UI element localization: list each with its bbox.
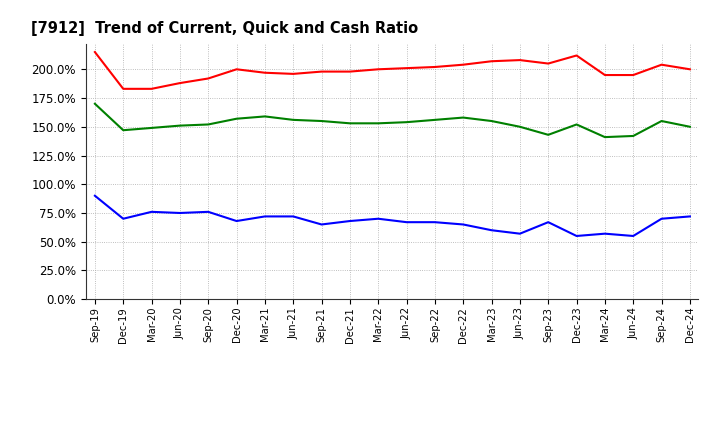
Cash Ratio: [176, 210, 184, 216]
Cash Ratio: [487, 227, 496, 233]
Text: [7912]  Trend of Current, Quick and Cash Ratio: [7912] Trend of Current, Quick and Cash …: [31, 21, 418, 36]
Current Ratio: [657, 62, 666, 67]
Quick Ratio: [261, 114, 269, 119]
Line: Current Ratio: Current Ratio: [95, 52, 690, 89]
Quick Ratio: [516, 124, 524, 129]
Line: Quick Ratio: Quick Ratio: [95, 104, 690, 137]
Current Ratio: [91, 49, 99, 55]
Cash Ratio: [233, 218, 241, 224]
Quick Ratio: [176, 123, 184, 128]
Current Ratio: [318, 69, 326, 74]
Quick Ratio: [487, 118, 496, 124]
Current Ratio: [204, 76, 212, 81]
Quick Ratio: [204, 122, 212, 127]
Quick Ratio: [148, 125, 156, 131]
Legend: Current Ratio, Quick Ratio, Cash Ratio: Current Ratio, Quick Ratio, Cash Ratio: [205, 438, 580, 440]
Cash Ratio: [685, 214, 694, 219]
Cash Ratio: [431, 220, 439, 225]
Current Ratio: [516, 58, 524, 63]
Current Ratio: [685, 66, 694, 72]
Current Ratio: [148, 86, 156, 92]
Quick Ratio: [572, 122, 581, 127]
Cash Ratio: [516, 231, 524, 236]
Cash Ratio: [91, 193, 99, 198]
Quick Ratio: [91, 101, 99, 106]
Cash Ratio: [572, 233, 581, 238]
Current Ratio: [572, 53, 581, 58]
Cash Ratio: [119, 216, 127, 221]
Quick Ratio: [629, 133, 637, 139]
Current Ratio: [459, 62, 467, 67]
Cash Ratio: [402, 220, 411, 225]
Cash Ratio: [374, 216, 382, 221]
Current Ratio: [600, 73, 609, 78]
Cash Ratio: [289, 214, 297, 219]
Cash Ratio: [600, 231, 609, 236]
Cash Ratio: [204, 209, 212, 214]
Current Ratio: [289, 71, 297, 77]
Current Ratio: [544, 61, 552, 66]
Current Ratio: [402, 66, 411, 71]
Quick Ratio: [346, 121, 354, 126]
Cash Ratio: [346, 218, 354, 224]
Quick Ratio: [318, 118, 326, 124]
Quick Ratio: [402, 120, 411, 125]
Quick Ratio: [431, 117, 439, 122]
Current Ratio: [261, 70, 269, 75]
Cash Ratio: [544, 220, 552, 225]
Quick Ratio: [119, 128, 127, 133]
Cash Ratio: [148, 209, 156, 214]
Current Ratio: [346, 69, 354, 74]
Quick Ratio: [374, 121, 382, 126]
Cash Ratio: [459, 222, 467, 227]
Current Ratio: [629, 73, 637, 78]
Current Ratio: [176, 81, 184, 86]
Current Ratio: [374, 66, 382, 72]
Quick Ratio: [233, 116, 241, 121]
Current Ratio: [233, 66, 241, 72]
Current Ratio: [119, 86, 127, 92]
Quick Ratio: [685, 124, 694, 129]
Quick Ratio: [459, 115, 467, 120]
Cash Ratio: [657, 216, 666, 221]
Current Ratio: [431, 64, 439, 70]
Cash Ratio: [318, 222, 326, 227]
Line: Cash Ratio: Cash Ratio: [95, 196, 690, 236]
Cash Ratio: [261, 214, 269, 219]
Cash Ratio: [629, 233, 637, 238]
Quick Ratio: [544, 132, 552, 137]
Quick Ratio: [600, 135, 609, 140]
Quick Ratio: [289, 117, 297, 122]
Current Ratio: [487, 59, 496, 64]
Quick Ratio: [657, 118, 666, 124]
